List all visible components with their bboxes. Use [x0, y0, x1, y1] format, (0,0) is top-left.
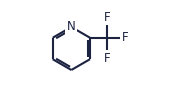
Text: F: F [122, 31, 128, 44]
Text: F: F [104, 52, 111, 65]
Text: N: N [67, 20, 76, 34]
Text: F: F [104, 11, 111, 24]
